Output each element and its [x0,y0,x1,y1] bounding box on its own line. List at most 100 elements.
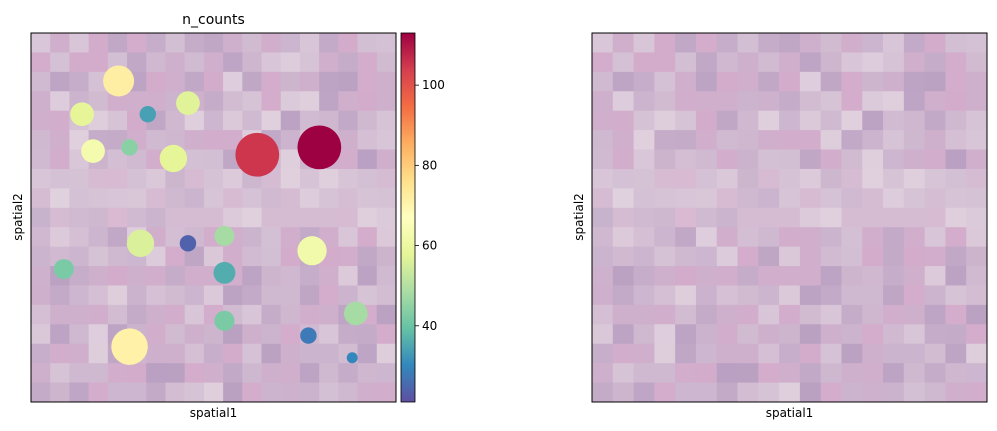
tissue-pixel [758,71,780,92]
tissue-pixel [924,343,947,364]
tissue-pixel [862,363,884,384]
tissue-pixel [261,227,282,248]
tissue-pixel [633,33,655,54]
tissue-pixel [883,207,905,228]
tissue-pixel [716,343,739,364]
tissue-pixel [88,246,109,267]
tissue-pixel [695,285,718,306]
tissue-pixel [737,324,759,345]
tissue-pixel [50,149,71,170]
tissue-pixel [903,188,926,209]
tissue-pixel [376,324,396,345]
tissue-pixel [184,207,205,228]
tissue-pixel [261,382,282,402]
tissue-pixel [184,149,205,170]
tissue-pixel [357,33,378,54]
tissue-pixel [779,363,801,384]
tissue-pixel [357,363,378,384]
tissue-pixel [223,382,243,402]
tissue-pixel [862,285,884,306]
tissue-pixel [695,363,718,384]
tissue-pixel [841,382,863,402]
colorbar: 40 60 80 100 [400,32,445,403]
tissue-pixel [319,324,339,345]
tissue-pixel [203,343,224,364]
tissue-pixel [758,227,780,248]
tissue-pixel [203,285,224,306]
tissue-pixel [841,227,863,248]
tissue-pixel [242,343,263,364]
tissue-pixel [592,363,614,384]
tissue-pixel [203,71,224,92]
tissue-pixel [799,168,822,189]
tissue-pixel [654,91,676,112]
tissue-pixel [280,149,301,170]
tissue-pixel [945,91,967,112]
tissue-pixel [107,149,128,170]
tissue-pixel [903,130,926,151]
tissue-pixel [357,168,378,189]
tissue-pixel [758,343,780,364]
tissue-pixel [146,304,167,325]
tissue-pixel [883,266,905,287]
tissue-pixel [165,188,186,209]
tissue-pixel [146,382,167,402]
tissue-pixel [924,285,947,306]
tissue-pixel [146,188,167,209]
tissue-pixel [779,207,801,228]
tissue-pixel [758,130,780,151]
tissue-pixel [280,110,301,131]
tissue-pixel [883,71,905,92]
tissue-pixel [924,91,947,112]
tissue-pixel [146,91,167,112]
tissue-pixel [376,343,396,364]
tissue-pixel [779,71,801,92]
tissue-pixel [695,246,718,267]
tissue-pixel [592,227,614,248]
tissue-pixel [88,33,109,54]
tissue-pixel [695,149,718,170]
tissue-pixel [242,52,263,73]
tissue-pixel [203,149,224,170]
tissue-pixel [88,227,109,248]
colorbar-tick-label: 40 [422,319,437,333]
tissue-pixel [883,168,905,189]
tissue-pixel [338,266,359,287]
tissue-pixel [903,168,926,189]
tissue-pixel [50,285,71,306]
tissue-pixel [592,324,614,345]
tissue-pixel [758,149,780,170]
tissue-pixel [779,227,801,248]
tissue-pixel [758,363,780,384]
tissue-pixel [280,285,301,306]
tissue-pixel [107,382,128,402]
tissue-pixel [841,52,863,73]
tissue-pixel [862,71,884,92]
tissue-pixel [88,363,109,384]
tissue-pixel [357,324,378,345]
tissue-pixel [633,324,655,345]
tissue-pixel [758,110,780,131]
tissue-pixel [924,266,947,287]
tissue-pixel [280,304,301,325]
tissue-pixel [146,363,167,384]
tissue-pixel [841,33,863,54]
tissue-pixel [127,266,147,287]
tissue-pixel [203,207,224,228]
tissue-pixel [203,110,224,131]
tissue-pixel [612,71,635,92]
tissue-pixel [924,382,947,402]
tissue-pixel [841,266,863,287]
tissue-pixel [799,363,822,384]
tissue-pixel [376,52,396,73]
scatter-point [70,102,94,127]
tissue-pixel [50,110,71,131]
tissue-pixel [127,285,147,306]
tissue-pixel [299,52,320,73]
tissue-pixel [799,188,822,209]
tissue-pixel [592,343,614,364]
tissue-pixel [633,130,655,151]
tissue-pixel [779,188,801,209]
tissue-pixel [88,285,109,306]
tissue-pixel [966,227,987,248]
